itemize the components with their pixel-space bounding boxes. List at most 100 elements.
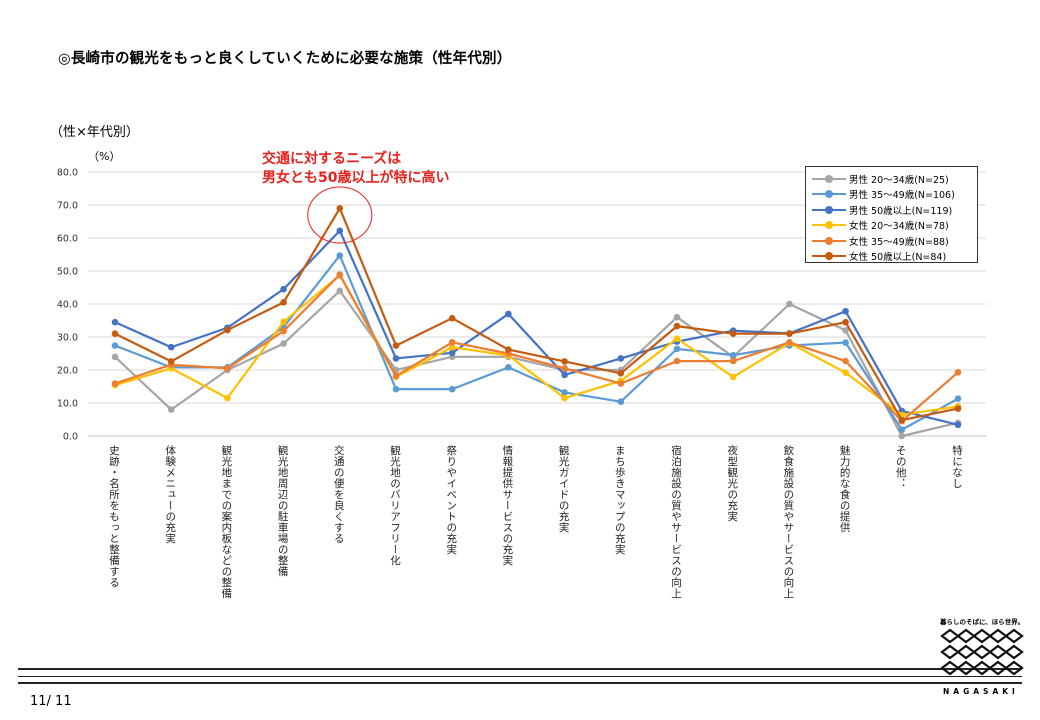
data-point [336, 252, 344, 259]
data-point [617, 370, 625, 377]
data-point [280, 285, 287, 293]
data-point [336, 227, 344, 235]
page-number: 11/ 11 [30, 694, 72, 709]
data-point [898, 426, 906, 434]
data-point [111, 380, 119, 387]
x-tick-label: 夜型観光の充実 [726, 444, 738, 522]
legend-item: 男性 20～34歳(N=25) [812, 171, 977, 187]
highlight-circle [307, 186, 373, 244]
data-point [167, 343, 175, 351]
data-point [448, 385, 456, 393]
data-point [617, 355, 625, 362]
x-tick-label: その他： [895, 445, 907, 489]
legend-swatch [812, 236, 846, 246]
data-point [673, 357, 681, 365]
footer-rule-bottom [18, 682, 1022, 684]
legend-swatch [812, 174, 846, 184]
slide-title: ◎長崎市の観光をもっと良くしていくために必要な施策（性年代別） [58, 51, 512, 67]
data-point [842, 369, 849, 376]
data-point [842, 327, 849, 334]
series-line [114, 229, 959, 426]
data-point [561, 371, 568, 379]
x-tick-label: 情報提供サービスの充実 [501, 444, 513, 566]
x-tick-label: 体験メニューの充実 [164, 445, 176, 544]
x-tick-label: 交通の便を良くする [333, 444, 345, 544]
data-point [673, 313, 681, 321]
data-point [561, 358, 568, 365]
data-point [617, 380, 625, 387]
data-point [729, 357, 737, 365]
data-point [392, 385, 400, 393]
data-point [954, 421, 962, 429]
chart-heading: （性×年代別） [50, 125, 139, 140]
data-point [842, 307, 849, 315]
data-point [280, 318, 287, 326]
data-point [954, 395, 962, 403]
x-tick-label: 観光地周辺の駐車場の整備 [277, 444, 289, 577]
data-point [561, 365, 568, 372]
data-point [392, 355, 400, 362]
data-point [336, 205, 344, 212]
data-point [617, 398, 625, 405]
data-point [729, 330, 737, 338]
annotation-line-1: 交通に対するニーズは [262, 151, 402, 167]
data-point [448, 338, 456, 346]
y-tick-label: 60.0 [57, 234, 78, 245]
data-point [954, 405, 962, 412]
x-tick-label: 史跡・名所をもっと整備する [108, 445, 120, 588]
data-point [448, 314, 456, 322]
legend-item: 男性 50歳以上(N=119) [812, 202, 977, 218]
data-point [336, 287, 344, 295]
series-line [114, 274, 959, 416]
legend-label: 女性 20～34歳(N=78) [849, 221, 949, 233]
legend-label: 女性 35～49歳(N=88) [849, 236, 949, 248]
series-line [114, 289, 959, 438]
legend-swatch [812, 189, 846, 199]
data-point [167, 406, 175, 413]
data-point [280, 340, 287, 347]
chart-annotation: 交通に対するニーズは 男女とも50歳以上が特に高い [262, 150, 449, 188]
legend-label: 男性 35～49歳(N=106) [849, 190, 955, 202]
data-point [111, 330, 119, 338]
y-tick-label: 50.0 [57, 267, 78, 278]
data-point [111, 318, 119, 326]
x-tick-label: 観光地のバリアフリー化 [389, 444, 401, 566]
data-point [224, 326, 231, 334]
data-point [898, 432, 906, 440]
data-point [167, 358, 175, 365]
data-point [561, 394, 568, 402]
y-tick-label: 30.0 [57, 333, 78, 344]
legend-label: 男性 20～34歳(N=25) [849, 174, 949, 186]
legend-label: 男性 50歳以上(N=119) [849, 205, 953, 217]
data-point [842, 339, 849, 346]
x-tick-label: 観光ガイドの充実 [558, 444, 570, 533]
logo-name: NAGASAKI [943, 687, 1019, 696]
x-tick-label: 宿泊施設の質やサービスの向上 [670, 444, 682, 599]
y-tick-label: 0.0 [63, 432, 78, 443]
data-point [111, 342, 119, 349]
data-point [224, 394, 231, 402]
x-tick-label: 飲食施設の質やサービスの向上 [782, 444, 794, 599]
nagasaki-logo: 暮らしのそばに、ほら世界。 NAGASAKI [940, 616, 1030, 696]
series-line [114, 273, 959, 423]
chart-legend: 男性 20～34歳(N=25) 男性 35～49歳(N=106) 男性 50歳以上(… [805, 166, 978, 263]
data-point [842, 357, 849, 365]
data-point [954, 369, 962, 376]
y-tick-label: 80.0 [57, 168, 78, 179]
legend-swatch [812, 251, 846, 261]
x-tick-label: 祭りやイベントの充実 [445, 445, 457, 555]
data-point [224, 365, 231, 372]
data-point [673, 345, 681, 353]
data-point [392, 372, 400, 380]
data-point [505, 310, 512, 318]
x-tick-label: 特になし [951, 445, 963, 489]
data-point [280, 327, 287, 335]
data-point [280, 299, 287, 306]
y-tick-label: 40.0 [57, 300, 78, 311]
data-point [561, 389, 568, 396]
data-point [673, 322, 681, 330]
x-tick-label: 魅力的な食の提供 [839, 444, 851, 533]
data-point [336, 271, 344, 278]
logo-mark-icon [940, 628, 1024, 676]
